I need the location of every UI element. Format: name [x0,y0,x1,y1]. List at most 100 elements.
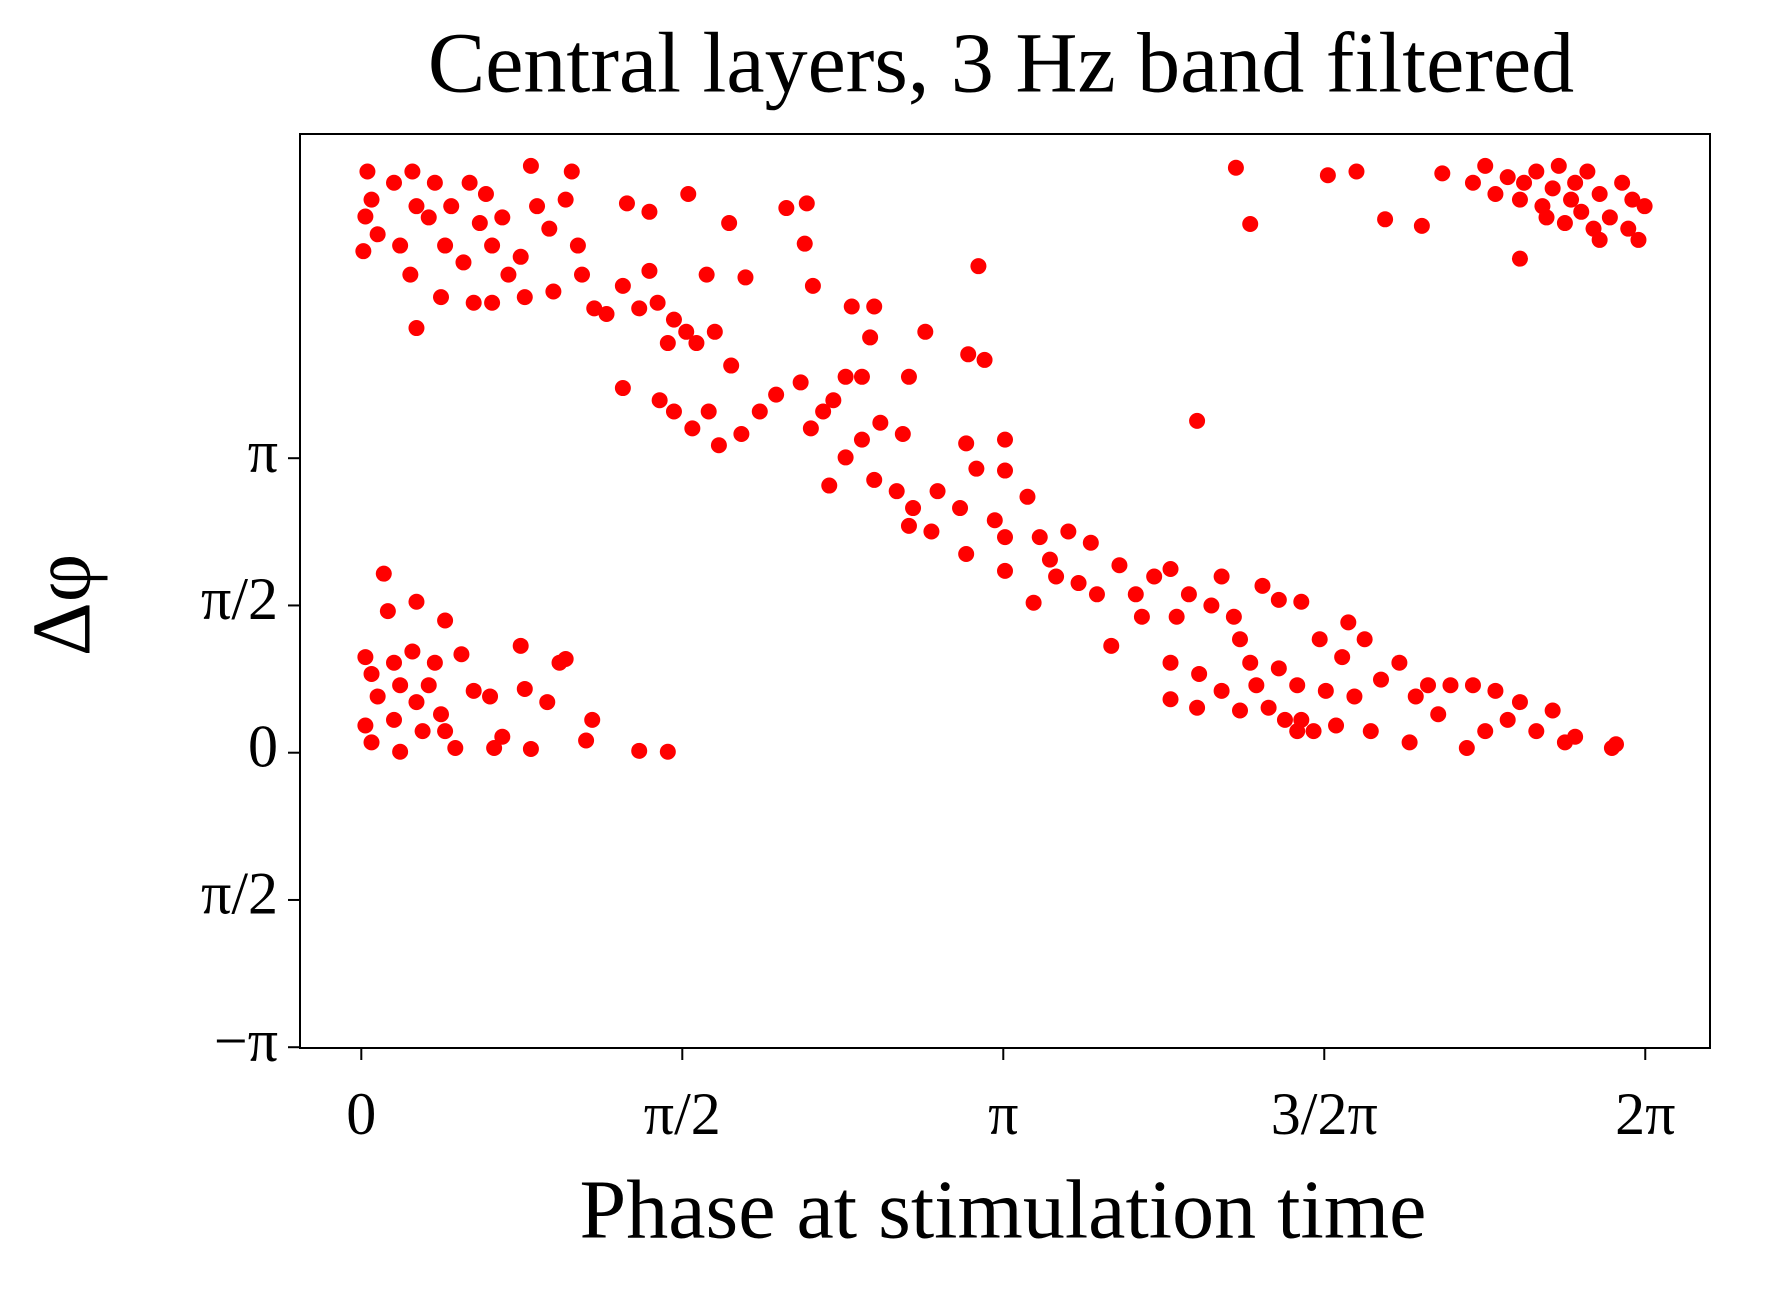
point [1041,551,1058,568]
point [1401,734,1418,751]
point [1458,740,1475,757]
point [862,329,879,346]
point [888,483,905,500]
point [923,523,940,540]
point [802,420,819,437]
point [1203,597,1220,614]
point [1289,677,1306,694]
point [1614,174,1631,191]
point [375,565,392,582]
y-tick-label: π/2 [201,861,278,927]
point [1070,575,1087,592]
point [1434,165,1451,182]
point [404,163,421,180]
point [386,711,402,728]
point [482,688,499,705]
point [997,462,1013,479]
point [461,174,478,191]
point [408,320,425,337]
point [386,654,402,671]
y-tick-label: π/2 [201,566,278,632]
point [1499,711,1516,728]
point [837,368,854,385]
point [363,191,380,208]
point [1608,736,1624,753]
point [778,200,795,217]
point [1328,717,1345,734]
point [997,529,1013,546]
point [369,688,386,705]
point [1601,209,1618,226]
point [437,723,454,740]
point [1544,180,1561,197]
point [1340,614,1357,631]
point [545,283,562,300]
point [1225,608,1242,625]
point [1189,412,1206,429]
point [641,262,658,279]
point [1550,157,1567,174]
point [798,195,815,212]
point [1242,654,1259,671]
point [392,237,409,254]
point [1146,568,1163,585]
point [1213,568,1230,585]
point [976,351,993,368]
point [900,368,917,385]
point [641,203,658,220]
point [1556,215,1573,232]
point [837,449,854,466]
point [1276,711,1293,728]
point [751,403,768,420]
point [443,198,460,215]
point [680,185,697,202]
y-tick-label: π [248,419,278,485]
point [665,311,682,328]
point [1591,185,1608,202]
point [706,323,723,340]
point [1111,557,1128,574]
point [522,740,539,757]
point [1293,711,1310,728]
point [357,717,374,734]
point [1311,631,1328,648]
point [1624,191,1641,208]
point [584,711,601,728]
point [997,562,1013,579]
y-tick-label: −π [214,1008,278,1074]
point [386,174,402,191]
point [433,706,449,723]
point [1305,723,1322,740]
point [437,612,454,629]
point [484,237,501,254]
point [569,237,586,254]
x-tick-label: 2π [1615,1081,1675,1147]
point [1407,688,1424,705]
point [1031,529,1048,546]
point [649,294,666,311]
point [1413,217,1430,234]
point [1088,586,1105,603]
point [853,431,870,448]
point [796,235,813,252]
point [557,650,574,667]
point [586,300,603,317]
point [404,643,421,660]
point [1487,185,1504,202]
point [1025,594,1042,611]
point [733,425,750,442]
point [1180,586,1197,603]
point [1630,231,1647,248]
point [1477,723,1494,740]
point [614,277,631,294]
point [1232,702,1248,719]
point [465,294,482,311]
point [665,403,682,420]
point [825,392,842,409]
point [968,460,985,477]
point [1377,211,1394,228]
point [1528,723,1545,740]
point [1254,577,1271,594]
point [414,723,431,740]
point [1270,591,1287,608]
